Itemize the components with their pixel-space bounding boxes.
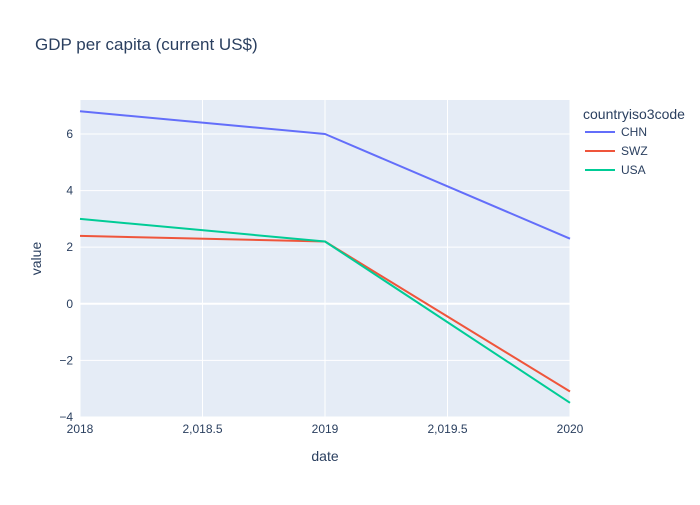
gridlines xyxy=(79,100,571,418)
y-axis-title: value xyxy=(28,242,44,276)
y-tick-label: 4 xyxy=(66,184,73,198)
y-tick-label: 6 xyxy=(66,127,73,141)
legend-title: countryiso3code xyxy=(583,106,685,122)
x-axis-ticks: 2018 2,018.5 2019 2,019.5 2020 xyxy=(67,422,584,436)
legend-items[interactable]: CHN SWZ USA xyxy=(585,125,648,177)
y-tick-label: 2 xyxy=(66,240,73,254)
chart-title: GDP per capita (current US$) xyxy=(35,35,258,54)
y-tick-label: −2 xyxy=(59,353,73,367)
y-tick-label: −4 xyxy=(59,410,73,424)
series-line-usa xyxy=(79,217,571,404)
x-tick-label: 2020 xyxy=(557,422,584,436)
legend-item-chn[interactable]: CHN xyxy=(585,125,647,139)
series-lines xyxy=(79,110,571,404)
y-axis-ticks: −4 −2 0 2 4 6 xyxy=(59,127,73,424)
legend-label: SWZ xyxy=(621,144,648,158)
x-tick-label: 2,019.5 xyxy=(427,422,467,436)
legend-item-usa[interactable]: USA xyxy=(585,163,646,177)
legend-item-swz[interactable]: SWZ xyxy=(585,144,648,158)
series-line-chn xyxy=(79,110,571,240)
x-tick-label: 2018 xyxy=(67,422,94,436)
legend[interactable]: countryiso3code CHN SWZ USA xyxy=(583,106,685,177)
x-tick-label: 2,018.5 xyxy=(182,422,222,436)
legend-label: USA xyxy=(621,163,646,177)
legend-label: CHN xyxy=(621,125,647,139)
x-axis-title: date xyxy=(311,448,338,464)
y-tick-label: 0 xyxy=(66,297,73,311)
x-tick-label: 2019 xyxy=(312,422,339,436)
